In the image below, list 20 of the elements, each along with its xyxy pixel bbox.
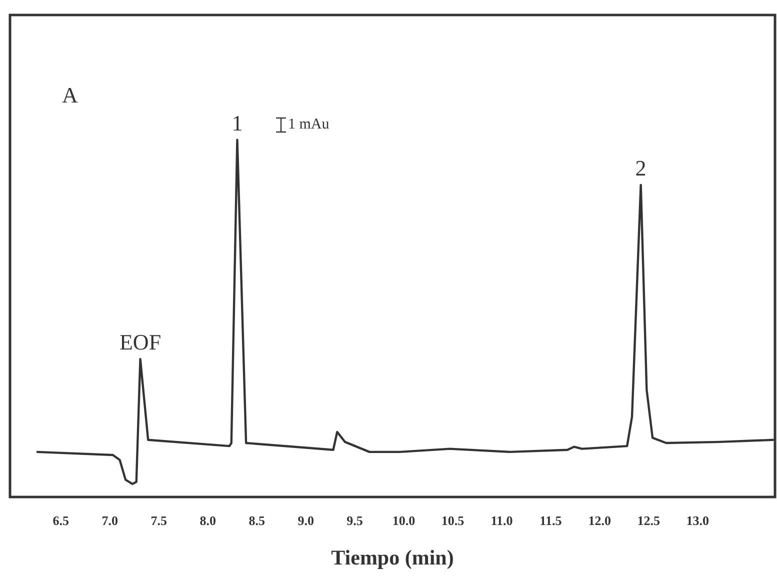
x-tick-label: 11.5 [540,513,562,528]
x-tick-label: 9.0 [298,513,314,528]
x-tick-label: 11.0 [490,513,513,528]
x-tick-label: 13.0 [686,513,709,528]
x-tick-label: 10.0 [392,513,416,528]
x-tick-label: 8.0 [200,513,216,528]
x-tick-label: 7.5 [150,513,168,528]
x-tick-label: 6.5 [52,513,70,528]
text: 1 mAu [288,116,330,132]
text: A [62,82,78,108]
x-tick-label: 9.5 [346,513,364,528]
x-tick-label: 12.0 [588,513,612,528]
annotation: EOF [119,330,162,355]
annotation: 1 [232,110,243,136]
annotation: 2 [635,155,646,180]
x-tick-label: 10.5 [441,513,465,528]
x-axis-title: Tiempo (min) [331,546,454,570]
x-tick-label: 7.0 [102,513,118,528]
x-tick-label: 12.5 [637,513,661,528]
x-tick-label: 8.5 [248,513,266,528]
